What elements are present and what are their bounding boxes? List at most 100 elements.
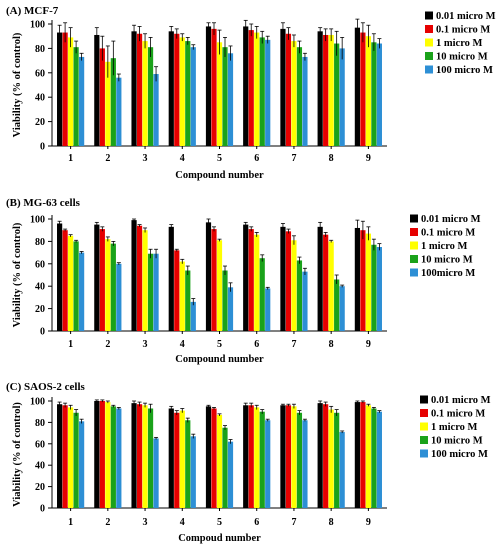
bar (254, 407, 260, 508)
bar (302, 420, 308, 508)
legend-label: 1 micro M (436, 38, 483, 49)
bar (62, 405, 68, 508)
x-tick-label: 5 (217, 153, 222, 164)
bar (168, 31, 174, 146)
x-tick-label: 6 (254, 517, 259, 528)
legend-label: 100 micro M (431, 449, 488, 460)
bar (110, 58, 116, 146)
bar (265, 420, 271, 508)
bar (371, 42, 377, 146)
legend-swatch (410, 228, 418, 236)
bar (334, 412, 340, 508)
x-tick-label: 2 (105, 517, 110, 528)
bar (99, 48, 105, 146)
bar (280, 405, 286, 508)
y-axis-label: Viability (% of control) (12, 222, 23, 327)
bar (339, 48, 345, 146)
x-tick-label: 4 (180, 517, 185, 528)
bar (68, 235, 74, 331)
bar (116, 77, 122, 146)
bar (328, 34, 334, 147)
legend-swatch (425, 65, 433, 74)
x-tick-label: 4 (180, 339, 185, 350)
bar (94, 401, 100, 508)
bar (205, 26, 212, 146)
bar (259, 37, 265, 146)
bar (62, 230, 68, 331)
bar (174, 250, 180, 331)
bar (147, 253, 154, 331)
bar (259, 411, 265, 508)
y-tick-label: 60 (35, 439, 45, 450)
bar (57, 32, 63, 146)
bar (243, 26, 249, 146)
y-tick-label: 0 (40, 504, 45, 515)
chart-panel-b: (B) MG-63 cells Viability (% of control) 0… (6, 197, 481, 365)
bar (216, 240, 223, 331)
bar (168, 408, 174, 508)
x-tick-label: 7 (291, 517, 296, 528)
y-tick-label: 0 (40, 327, 45, 338)
bar (317, 31, 323, 146)
y-tick-label: 40 (35, 461, 45, 472)
bar (302, 56, 308, 146)
x-tick-label: 4 (180, 153, 185, 164)
bar (328, 409, 334, 508)
bar (285, 33, 292, 147)
bar (334, 279, 340, 331)
bar (323, 404, 329, 508)
bar (99, 401, 105, 508)
legend: 0.01 micro M 0.1 micro M 1 micro M 10 micro… (425, 11, 496, 76)
bar (291, 240, 297, 331)
bar (222, 47, 228, 146)
bar (211, 28, 217, 147)
bar (136, 33, 143, 147)
bar (205, 406, 212, 508)
legend-swatch (420, 409, 428, 417)
legend: 0.01 micro M 0.1 micro M 1 micro M 10 micro… (420, 395, 491, 460)
x-tick-label: 1 (68, 153, 73, 164)
bar (190, 301, 196, 331)
bar (323, 34, 329, 147)
bar (153, 253, 159, 331)
legend-label: 1 micro M (421, 241, 468, 252)
legend-label: 0.1 micro M (421, 228, 475, 239)
chart-title: (C) SAOS-2 cells (6, 381, 86, 393)
bar (248, 229, 254, 331)
bar (376, 247, 382, 331)
bar (179, 37, 185, 146)
bar (79, 421, 85, 508)
bar (376, 411, 382, 508)
y-tick-label: 20 (35, 117, 45, 128)
bar (371, 408, 377, 508)
bar (153, 438, 159, 508)
legend-swatch (420, 422, 428, 431)
bar (131, 31, 137, 146)
legend-swatch (425, 25, 433, 33)
bar (185, 270, 191, 331)
bar (179, 261, 185, 331)
bar (216, 42, 223, 146)
bar (243, 405, 249, 508)
y-tick-label: 100 (30, 397, 45, 408)
x-tick-label: 8 (329, 153, 334, 164)
legend-swatch (410, 241, 418, 250)
bar (328, 241, 334, 331)
x-tick-label: 6 (254, 339, 259, 350)
legend-label: 100 micro M (436, 65, 493, 76)
x-tick-label: 3 (143, 153, 148, 164)
x-tick-label: 3 (143, 517, 148, 528)
bar (354, 402, 360, 508)
bar (94, 224, 100, 331)
legend-label: 10 micro M (436, 52, 488, 63)
y-tick-label: 20 (35, 482, 45, 493)
bar (136, 225, 143, 331)
bar (248, 405, 254, 508)
bar (62, 32, 68, 146)
bar (105, 61, 111, 146)
bar (360, 402, 366, 508)
x-tick-label: 3 (143, 339, 148, 350)
bar (57, 404, 63, 508)
bar (227, 441, 234, 508)
bar (339, 286, 345, 331)
